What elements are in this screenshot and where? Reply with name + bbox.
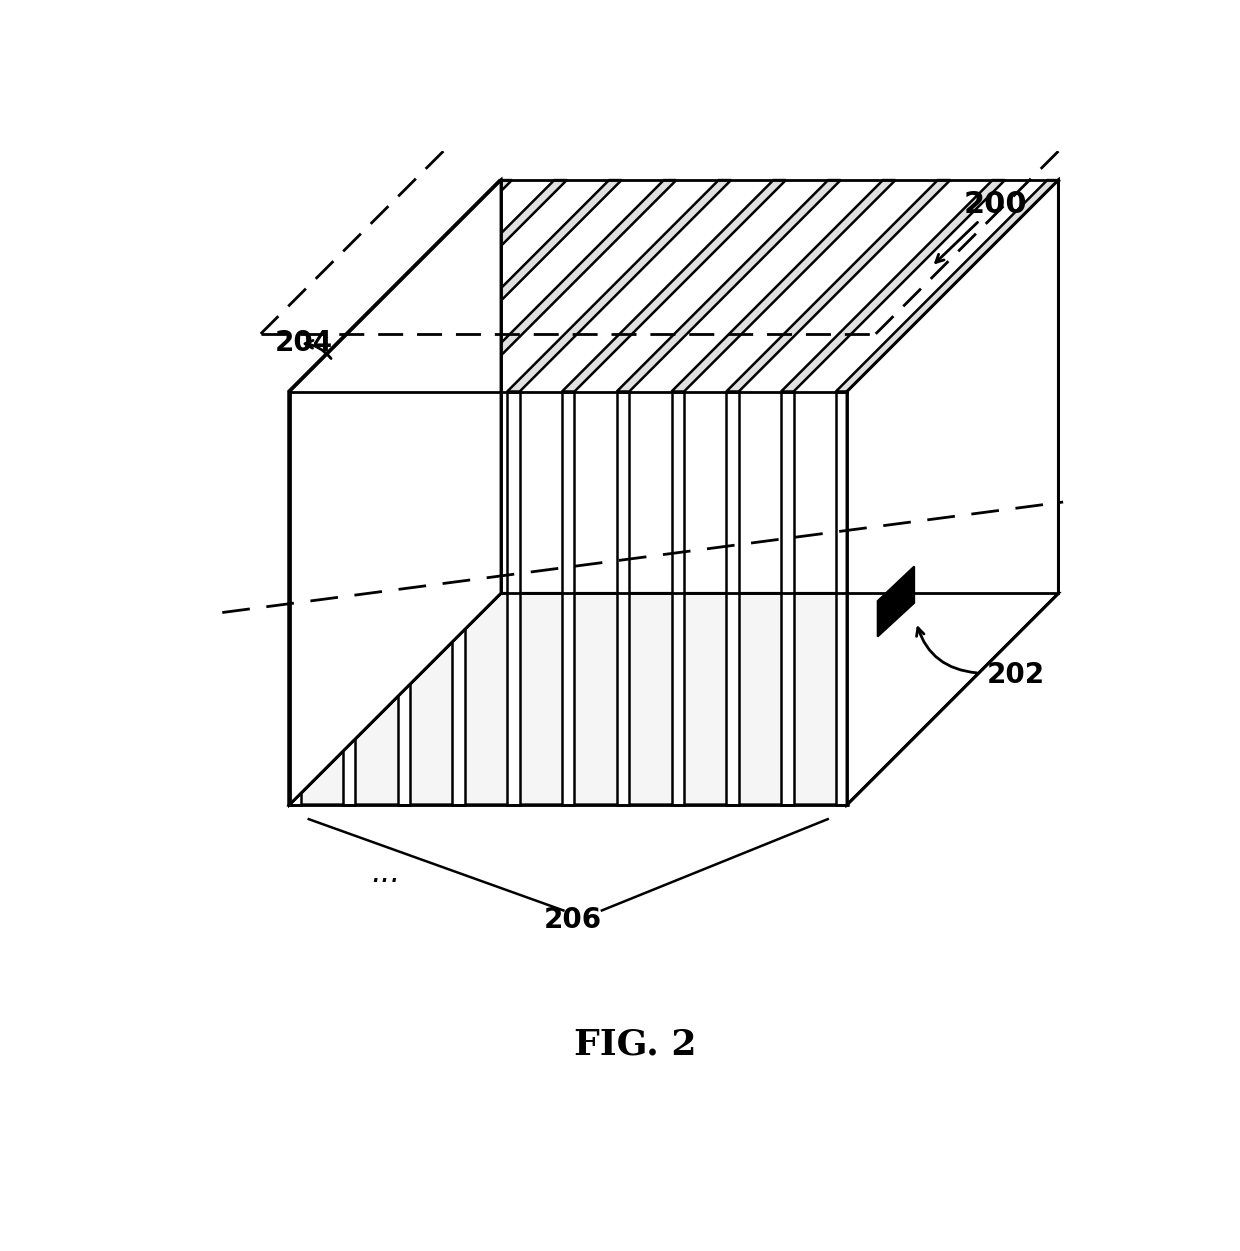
Polygon shape [878,567,914,637]
Polygon shape [290,180,501,804]
Polygon shape [290,180,501,804]
Text: 204: 204 [275,329,334,358]
Text: FIG. 2: FIG. 2 [574,1028,697,1062]
Polygon shape [453,392,465,804]
Text: 202: 202 [986,661,1044,689]
Polygon shape [562,392,574,804]
Text: ...: ... [371,859,401,888]
Polygon shape [672,392,684,804]
Polygon shape [781,392,794,804]
Polygon shape [398,392,410,804]
Polygon shape [847,180,1058,804]
Polygon shape [616,180,841,392]
Polygon shape [343,180,567,392]
Polygon shape [288,392,300,804]
Polygon shape [562,180,786,392]
Polygon shape [288,180,512,392]
Polygon shape [836,180,1060,392]
Polygon shape [507,180,732,392]
Text: 200: 200 [963,190,1028,219]
Polygon shape [727,392,739,804]
Polygon shape [290,593,1058,804]
Polygon shape [398,180,621,392]
Polygon shape [727,180,950,392]
Text: 206: 206 [544,906,603,934]
Polygon shape [836,392,848,804]
Polygon shape [507,392,520,804]
Polygon shape [672,180,895,392]
Polygon shape [847,180,1058,804]
Polygon shape [343,392,356,804]
Polygon shape [781,180,1004,392]
Polygon shape [616,392,629,804]
Polygon shape [453,180,676,392]
